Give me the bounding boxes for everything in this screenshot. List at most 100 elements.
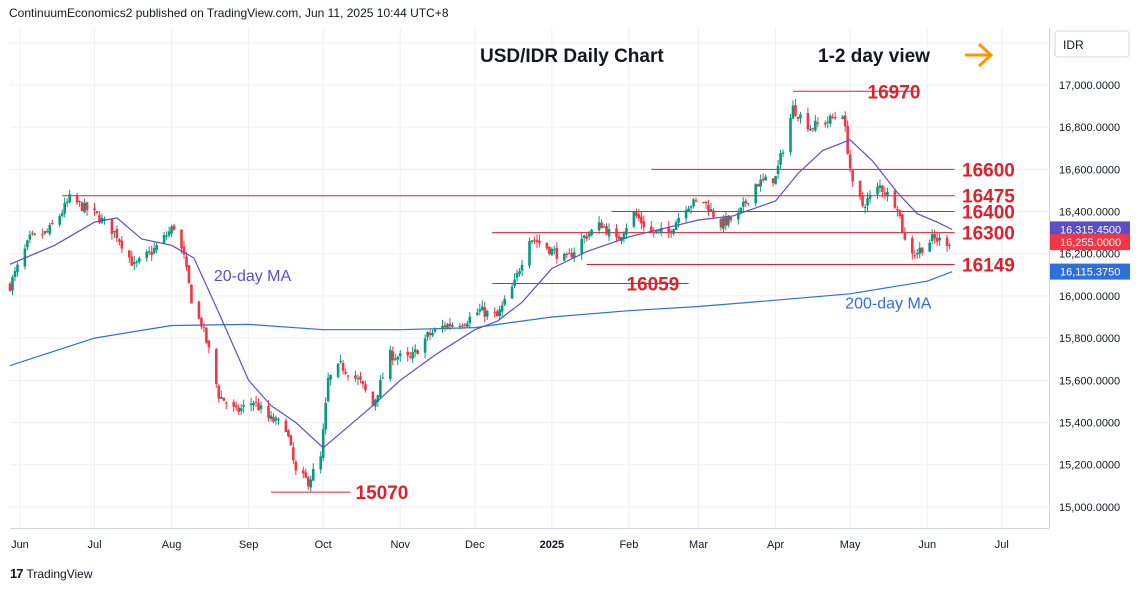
candle — [269, 411, 273, 422]
candle-body — [187, 265, 191, 284]
candle — [814, 115, 817, 133]
candle — [809, 124, 812, 132]
candle-body — [152, 248, 156, 254]
candle — [451, 322, 454, 328]
price-label-text: 16,315.4500 — [1060, 224, 1121, 236]
candle-body — [622, 233, 626, 239]
candle — [162, 232, 166, 245]
candle-body — [433, 329, 437, 332]
candle — [833, 111, 837, 120]
candle-body — [918, 247, 922, 254]
candle-body — [587, 233, 591, 237]
candle — [98, 211, 101, 225]
candle-body — [642, 221, 646, 228]
candle — [744, 198, 748, 207]
candle — [135, 259, 139, 268]
candle-body — [814, 120, 817, 131]
candle — [915, 248, 919, 259]
annotation-200-day-ma: 200-day MA — [845, 296, 932, 313]
candle — [480, 300, 484, 311]
candle-body — [602, 226, 606, 228]
candle — [642, 215, 646, 232]
candle-body — [115, 228, 119, 239]
candle-body — [495, 311, 499, 317]
tradingview-logo-icon: 17 — [10, 566, 24, 581]
candle-body — [463, 324, 467, 326]
candle-body — [828, 115, 832, 124]
candle-body — [585, 236, 588, 239]
candle — [284, 418, 288, 433]
candle — [503, 295, 506, 307]
candle-body — [791, 105, 795, 119]
candle-body — [831, 117, 835, 119]
candle-body — [637, 214, 641, 219]
candle-body — [674, 222, 678, 230]
candle — [774, 175, 777, 185]
candle — [466, 320, 469, 328]
candle — [354, 370, 357, 382]
y-tick-label: 15,400.0000 — [1059, 418, 1120, 430]
candle — [185, 251, 188, 271]
candle — [41, 228, 44, 239]
candle-body — [155, 245, 158, 250]
tradingview-logo[interactable]: 17 TradingView — [10, 566, 93, 581]
candle — [217, 383, 221, 403]
candle-body — [458, 325, 462, 327]
candle — [607, 223, 611, 241]
candle — [304, 468, 308, 479]
candle — [237, 404, 240, 416]
candle — [11, 275, 14, 296]
candle-body — [893, 190, 897, 208]
candle-body — [741, 201, 745, 207]
candle-body — [200, 317, 203, 327]
grid-layer — [10, 28, 1049, 528]
candle — [78, 200, 81, 208]
candle-body — [185, 256, 188, 267]
y-tick-label: 16,400.0000 — [1059, 207, 1120, 219]
x-tick-label: May — [840, 539, 861, 551]
candle — [215, 347, 218, 388]
candle-body — [242, 405, 245, 407]
candle — [625, 223, 628, 240]
candle — [600, 219, 603, 229]
candle-body — [739, 207, 743, 213]
candle-body — [704, 201, 708, 204]
candle — [113, 230, 116, 238]
currency-box[interactable] — [1054, 30, 1130, 58]
candle — [843, 111, 847, 132]
candle-body — [500, 305, 504, 312]
candle-body — [548, 246, 551, 254]
candle — [321, 423, 325, 462]
x-tick-label: Apr — [767, 539, 784, 551]
candle-body — [272, 416, 275, 422]
candle — [75, 192, 79, 206]
candle — [197, 300, 201, 320]
candle — [63, 197, 66, 218]
candle — [187, 264, 191, 284]
candle — [764, 174, 767, 181]
candle-body — [98, 215, 101, 223]
x-tick-label: Jun — [11, 539, 29, 551]
candle — [8, 281, 12, 292]
candle — [620, 236, 623, 245]
candle — [319, 451, 323, 474]
candle — [826, 116, 830, 129]
candle — [389, 345, 392, 382]
candle-body — [823, 122, 827, 125]
candle-body — [302, 470, 305, 474]
candle-body — [45, 231, 49, 233]
price-label-text: 16,255.0000 — [1060, 237, 1121, 249]
candle-body — [779, 153, 782, 165]
candle — [306, 475, 310, 491]
candle — [694, 197, 698, 203]
candle — [118, 237, 121, 246]
candle-body — [572, 252, 576, 258]
y-tick-label: 17,000.0000 — [1059, 80, 1120, 92]
candle — [851, 169, 854, 187]
candle-body — [709, 209, 713, 212]
x-tick-label: Oct — [315, 539, 332, 551]
candle-body — [361, 380, 365, 384]
candle-body — [180, 229, 183, 249]
candle-body — [197, 301, 201, 319]
